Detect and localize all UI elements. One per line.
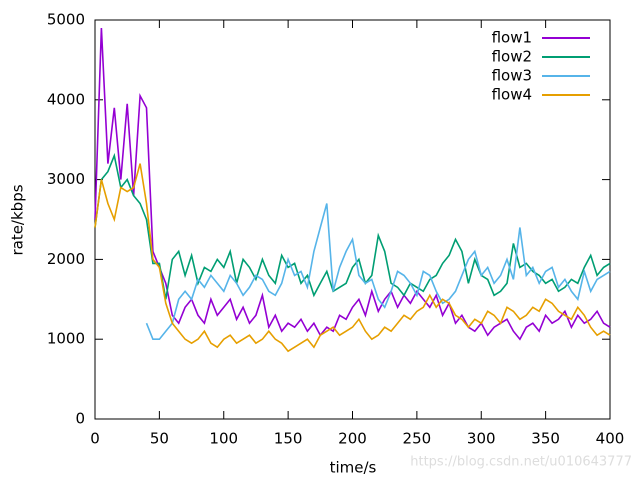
series-line <box>145 203 611 340</box>
x-tick-label: 150 <box>274 430 303 448</box>
series-line <box>94 152 611 300</box>
y-axis-label: rate/kbps <box>9 184 27 255</box>
y-tick-label: 1000 <box>47 330 85 348</box>
legend-label: flow3 <box>492 67 532 85</box>
x-tick-label: 400 <box>596 430 625 448</box>
x-tick-label: 50 <box>150 430 169 448</box>
plot-frame <box>94 19 611 420</box>
legend-label: flow2 <box>492 48 532 66</box>
x-tick-label: 100 <box>209 430 238 448</box>
x-tick-label: 200 <box>338 430 367 448</box>
x-axis-label: time/s <box>330 459 377 477</box>
y-tick-label: 4000 <box>47 90 85 108</box>
y-tick-label: 0 <box>75 410 85 428</box>
x-tick-label: 300 <box>467 430 496 448</box>
y-tick-label: 2000 <box>47 250 85 268</box>
series-line <box>94 163 611 353</box>
legend-label: flow4 <box>492 86 532 104</box>
series-line <box>94 27 611 341</box>
x-tick-label: 0 <box>90 430 100 448</box>
watermark: https://blog.csdn.net/u010643777 <box>410 455 632 470</box>
y-tick-label: 3000 <box>47 170 85 188</box>
y-tick-label: 5000 <box>47 11 85 29</box>
legend-label: flow1 <box>492 29 532 47</box>
x-tick-label: 250 <box>403 430 432 448</box>
x-tick-label: 350 <box>531 430 560 448</box>
